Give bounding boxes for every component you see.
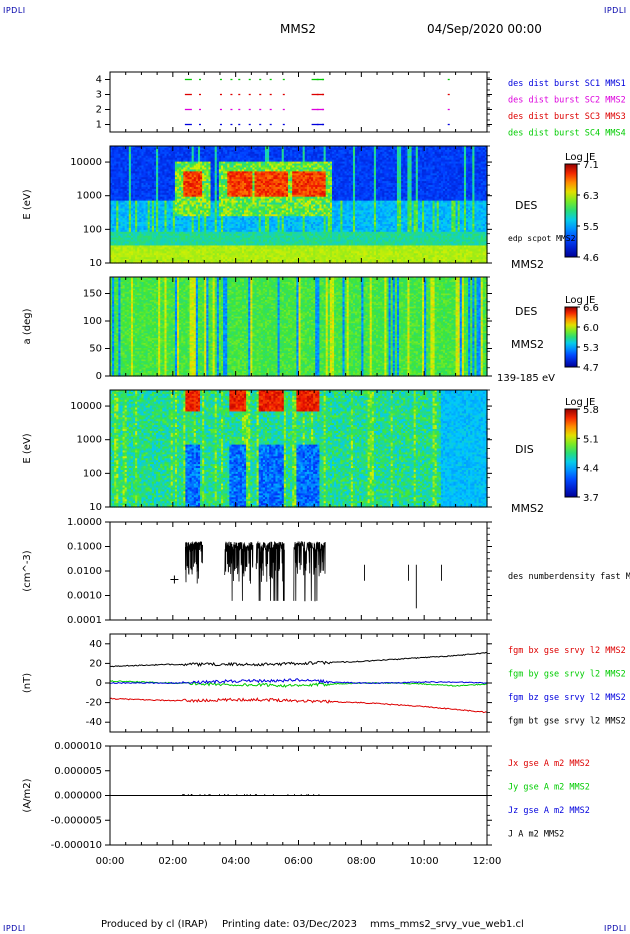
des-energy-colorbar-label: 6.3 xyxy=(583,191,599,202)
footer-script-name: mms_mms2_srvy_vue_web1.cl xyxy=(370,919,524,930)
des-energy-spacecraft-label: MMS2 xyxy=(511,258,544,271)
footer-produced-by: Produced by cl (IRAP) xyxy=(101,919,208,930)
des-energy-spectrogram xyxy=(110,146,488,264)
magnetic-field-ylabel: (nT) xyxy=(22,673,33,693)
density-ylabel: (cm^-3) xyxy=(22,550,33,591)
magnetic-field-legend-2: fgm bz gse srvy l2 MMS2 xyxy=(508,693,626,703)
dis-energy-colorbar-label: 5.1 xyxy=(583,434,599,445)
burst-panel-ytick-label: 1 xyxy=(96,120,102,131)
des-energy-colorbar xyxy=(565,164,577,257)
burst-legend-2: des dist burst SC2 MMS2 xyxy=(508,96,626,106)
des-pitch-colorbar-label: 4.7 xyxy=(583,363,599,374)
density-ytick-label: 1.0000 xyxy=(67,517,102,528)
density-ytick-label: 0.0001 xyxy=(67,615,102,626)
ipdli-left-bottom: IPDLI xyxy=(3,924,26,933)
current-density-ytick-label: 0.000000 xyxy=(54,791,102,802)
burst-panel-ytick-label: 3 xyxy=(96,90,102,101)
des-pitch-colorbar-label: 6.6 xyxy=(583,303,599,314)
time-axis-label: 08:00 xyxy=(347,856,376,867)
time-axis-label: 12:00 xyxy=(473,856,502,867)
magnetic-field-legend-1: fgm by gse srvy l2 MMS2 xyxy=(508,670,626,680)
magnetic-field-ytick-label: -20 xyxy=(86,698,102,709)
dis-energy-ytick-label: 10 xyxy=(89,502,102,513)
des-energy-ylabel: E (eV) xyxy=(22,189,33,219)
burst-legend-4: des dist burst SC4 MMS4 xyxy=(508,129,626,139)
density-frame xyxy=(110,522,487,620)
burst-legend-3: des dist burst SC3 MMS3 xyxy=(508,112,626,122)
dis-energy-colorbar xyxy=(565,409,577,497)
des-pitch-colorbar-label: 6.0 xyxy=(583,323,599,334)
current-density-legend-2: Jz gse A m2 MMS2 xyxy=(508,806,590,816)
dis-energy-ytick-label: 1000 xyxy=(77,435,102,446)
des-energy-colorbar-label: 7.1 xyxy=(583,160,599,171)
burst-panel-ytick-label: 2 xyxy=(96,105,102,116)
current-density-ytick-label: 0.000005 xyxy=(54,766,102,777)
des-pitch-ylabel: a (deg) xyxy=(22,308,33,344)
des-energy-ytick-label: 10 xyxy=(89,258,102,269)
des-pitch-spacecraft-label: MMS2 xyxy=(511,338,544,351)
des-pitch-colorbar-label: 5.3 xyxy=(583,343,599,354)
dis-energy-spectrogram xyxy=(110,390,488,508)
ipdli-right-bottom: IPDLI xyxy=(604,924,627,933)
des-pitch-colorbar xyxy=(565,307,577,367)
des-energy-colorbar-label: 5.5 xyxy=(583,222,599,233)
magnetic-field-ytick-label: -40 xyxy=(86,717,102,728)
dis-energy-ylabel: E (eV) xyxy=(22,433,33,463)
density-trace xyxy=(185,542,202,584)
magnetic-field-trace-3 xyxy=(110,652,487,666)
time-axis-label: 10:00 xyxy=(410,856,439,867)
current-density-ylabel: (A/m2) xyxy=(22,778,33,812)
density-trace xyxy=(225,542,253,601)
dis-energy-spacecraft-label: MMS2 xyxy=(511,502,544,515)
dis-energy-colorbar-label: 3.7 xyxy=(583,493,599,504)
magnetic-field-legend-0: fgm bx gse srvy l2 MMS2 xyxy=(508,646,626,656)
des-pitch-ytick-label: 150 xyxy=(83,289,102,300)
dis-energy-colorbar-label: 5.8 xyxy=(583,405,599,416)
magnetic-field-ytick-label: 0 xyxy=(96,678,102,689)
edp-scpot-label: edp scpot MMS2 xyxy=(508,234,576,243)
des-pitch-spectrogram xyxy=(110,277,488,377)
des-energy-ytick-label: 10000 xyxy=(70,157,102,168)
density-trace xyxy=(294,542,325,601)
des-pitch-ytick-label: 50 xyxy=(89,344,102,355)
burst-panel-frame xyxy=(110,72,487,132)
current-density-ytick-label: 0.000010 xyxy=(54,741,102,752)
time-axis-label: 06:00 xyxy=(284,856,313,867)
dis-energy-ytick-label: 10000 xyxy=(70,401,102,412)
current-density-legend-1: Jy gse A m2 MMS2 xyxy=(508,783,590,793)
current-density-ytick-label: -0.000005 xyxy=(51,815,102,826)
magnetic-field-trace-2 xyxy=(110,679,487,684)
time-axis-label: 02:00 xyxy=(158,856,187,867)
magnetic-field-trace-0 xyxy=(110,698,487,712)
multi-panel-plot: 1 2 3 4 des dist burst SC1 MMS1 des dist burs… xyxy=(0,0,630,934)
des-energy-colorbar-label: 4.6 xyxy=(583,253,599,264)
des-energy-ytick-label: 100 xyxy=(83,224,102,235)
density-ytick-label: 0.1000 xyxy=(67,542,102,553)
burst-legend-1: des dist burst SC1 MMS1 xyxy=(508,79,626,89)
footer-printing-date: Printing date: 03/Dec/2023 xyxy=(222,919,357,930)
density-ytick-label: 0.0010 xyxy=(67,591,102,602)
des-pitch-energy-range: 139-185 eV xyxy=(497,373,555,384)
des-pitch-instrument-label: DES xyxy=(515,305,537,318)
density-ytick-label: 0.0100 xyxy=(67,566,102,577)
des-pitch-ytick-label: 0 xyxy=(96,371,102,382)
time-axis-label: 04:00 xyxy=(221,856,250,867)
current-density-legend-0: Jx gse A m2 MMS2 xyxy=(508,759,590,769)
dis-energy-ytick-label: 100 xyxy=(83,468,102,479)
dis-energy-instrument-label: DIS xyxy=(515,443,534,456)
magnetic-field-legend-3: fgm bt gse srvy l2 MMS2 xyxy=(508,717,626,727)
des-energy-instrument-label: DES xyxy=(515,199,537,212)
burst-panel-ytick-label: 4 xyxy=(96,75,102,86)
magnetic-field-ytick-label: 20 xyxy=(89,658,102,669)
magnetic-field-ytick-label: 40 xyxy=(89,639,102,650)
time-axis-label: 00:00 xyxy=(96,856,125,867)
dis-energy-colorbar-label: 4.4 xyxy=(583,464,599,475)
des-pitch-ytick-label: 100 xyxy=(83,316,102,327)
current-density-ytick-label: -0.000010 xyxy=(51,840,102,851)
density-trace xyxy=(256,542,284,601)
current-density-legend-3: J A m2 MMS2 xyxy=(508,830,564,840)
des-energy-ytick-label: 1000 xyxy=(77,191,102,202)
density-legend: des numberdensity fast M xyxy=(508,572,630,582)
